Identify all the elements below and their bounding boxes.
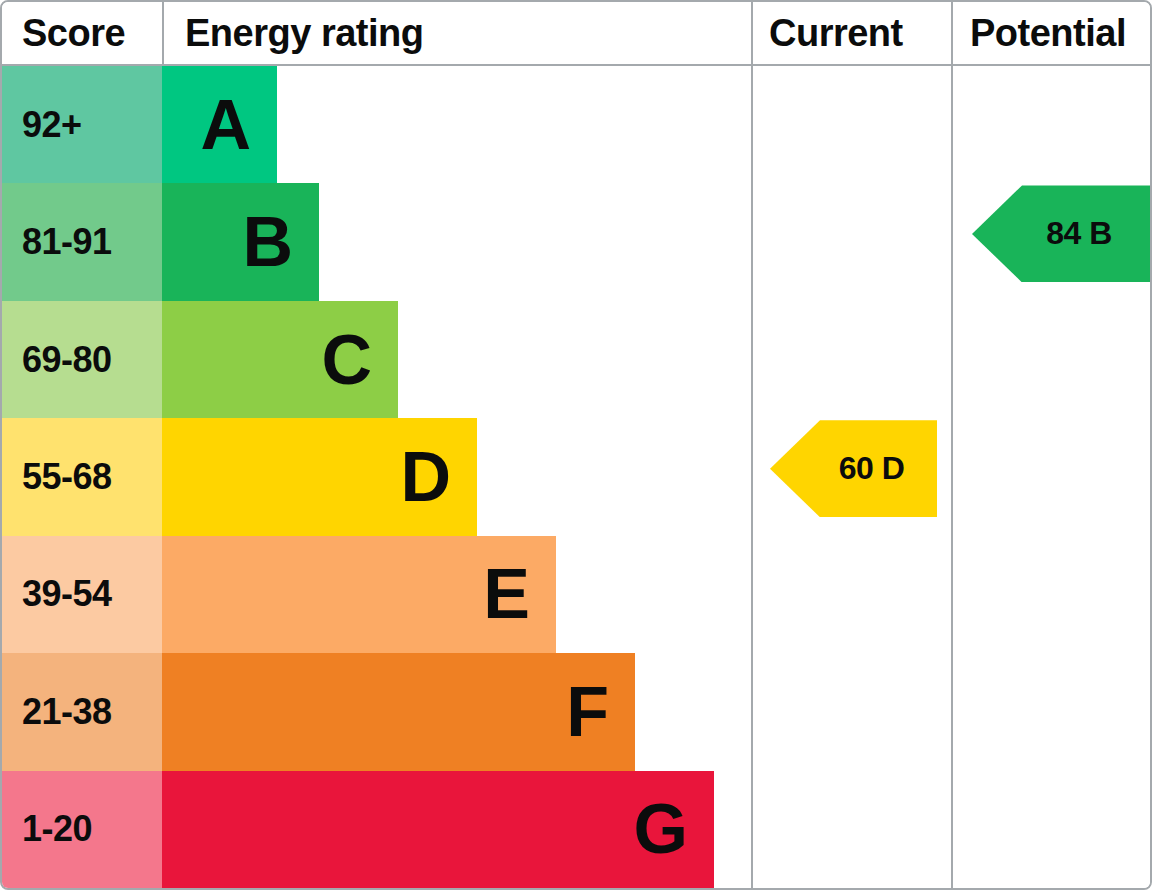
header-potential: Potential bbox=[951, 2, 1150, 64]
band-row-d: 55-68 D 60 D bbox=[2, 418, 1150, 535]
band-letter-f: F bbox=[566, 677, 609, 747]
rating-bar-b: B bbox=[162, 183, 319, 300]
score-range-b: 81-91 bbox=[2, 183, 162, 300]
score-range-a: 92+ bbox=[2, 66, 162, 183]
score-range-c: 69-80 bbox=[2, 301, 162, 418]
epc-rating-chart: Score Energy rating Current Potential 92… bbox=[0, 0, 1152, 890]
band-row-e: 39-54 E bbox=[2, 536, 1150, 653]
energy-band-cell-b: B bbox=[162, 183, 751, 300]
energy-band-cell-a: A bbox=[162, 66, 751, 183]
score-range-g: 1-20 bbox=[2, 771, 162, 888]
header-energy-rating: Energy rating bbox=[162, 2, 751, 64]
rating-bar-d: D bbox=[162, 418, 477, 535]
current-column-cell-f bbox=[751, 653, 951, 770]
band-letter-d: D bbox=[400, 442, 451, 512]
band-letter-c: C bbox=[321, 325, 372, 395]
band-row-b: 81-91 B 84 B bbox=[2, 183, 1150, 300]
header-score: Score bbox=[2, 2, 162, 64]
energy-band-cell-f: F bbox=[162, 653, 751, 770]
potential-column-cell-c bbox=[951, 301, 1150, 418]
potential-column-cell-a bbox=[951, 66, 1150, 183]
band-letter-a: A bbox=[200, 90, 251, 160]
rating-bar-e: E bbox=[162, 536, 556, 653]
header-current: Current bbox=[751, 2, 951, 64]
energy-band-cell-g: G bbox=[162, 771, 751, 888]
band-letter-b: B bbox=[242, 207, 293, 277]
band-letter-g: G bbox=[634, 794, 688, 864]
current-column-cell-c bbox=[751, 301, 951, 418]
rating-bar-a: A bbox=[162, 66, 277, 183]
band-row-c: 69-80 C bbox=[2, 301, 1150, 418]
band-row-g: 1-20 G bbox=[2, 771, 1150, 888]
chart-header-row: Score Energy rating Current Potential bbox=[2, 2, 1150, 66]
potential-column-cell-b: 84 B bbox=[951, 183, 1150, 300]
current-column-cell-b bbox=[751, 183, 951, 300]
rating-bar-c: C bbox=[162, 301, 398, 418]
current-column-cell-d: 60 D bbox=[751, 418, 951, 535]
current-rating-arrow: 60 D bbox=[770, 420, 937, 517]
potential-rating-label: 84 B bbox=[1046, 215, 1112, 252]
potential-column-cell-e bbox=[951, 536, 1150, 653]
current-column-cell-a bbox=[751, 66, 951, 183]
current-column-cell-g bbox=[751, 771, 951, 888]
potential-column-cell-g bbox=[951, 771, 1150, 888]
score-range-d: 55-68 bbox=[2, 418, 162, 535]
chart-body: 92+ A 81-91 B 84 B 69-80 C 55-68 D 60 D 39-54 E 21-3… bbox=[2, 66, 1150, 888]
current-rating-label: 60 D bbox=[839, 450, 905, 487]
current-column-cell-e bbox=[751, 536, 951, 653]
score-range-e: 39-54 bbox=[2, 536, 162, 653]
energy-band-cell-c: C bbox=[162, 301, 751, 418]
potential-column-cell-f bbox=[951, 653, 1150, 770]
score-range-f: 21-38 bbox=[2, 653, 162, 770]
energy-band-cell-d: D bbox=[162, 418, 751, 535]
rating-bar-f: F bbox=[162, 653, 635, 770]
band-letter-e: E bbox=[483, 559, 530, 629]
rating-bar-g: G bbox=[162, 771, 714, 888]
energy-band-cell-e: E bbox=[162, 536, 751, 653]
potential-rating-arrow: 84 B bbox=[972, 185, 1150, 282]
band-row-f: 21-38 F bbox=[2, 653, 1150, 770]
potential-column-cell-d bbox=[951, 418, 1150, 535]
band-row-a: 92+ A bbox=[2, 66, 1150, 183]
